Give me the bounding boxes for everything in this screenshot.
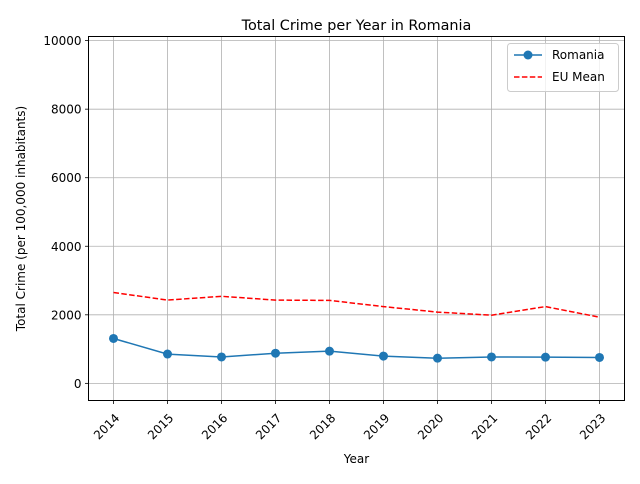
x-tick-label: 2014 (91, 411, 122, 442)
x-tick-label: 2021 (469, 411, 500, 442)
x-tick-label: 2015 (145, 411, 176, 442)
y-axis-label: Total Crime (per 100,000 inhabitants) (14, 106, 28, 332)
data-point-romania (433, 353, 442, 363)
data-point-romania (163, 349, 172, 359)
data-point-romania (487, 352, 496, 362)
y-tick-label: 8000 (51, 103, 82, 117)
data-point-romania (217, 352, 226, 362)
data-point-romania (325, 346, 334, 356)
y-tick-label: 0 (74, 377, 82, 391)
data-point-romania (109, 333, 118, 343)
x-tick-label: 2020 (415, 411, 446, 442)
legend-label-romania: Romania (552, 48, 604, 62)
x-tick-label: 2018 (307, 411, 338, 442)
grid-layer (88, 36, 625, 401)
data-point-romania (595, 352, 604, 362)
x-tick-label: 2023 (577, 411, 608, 442)
legend-marker-romania (523, 50, 533, 60)
x-tick-label: 2016 (199, 411, 230, 442)
x-axis-label: Year (343, 452, 369, 466)
y-tick-label: 10000 (43, 34, 81, 48)
y-tick-label: 2000 (51, 308, 82, 322)
series-layer (109, 291, 604, 363)
x-tick-label: 2019 (361, 411, 392, 442)
x-tick-label: 2017 (253, 411, 284, 442)
series-line-eu-mean (113, 291, 600, 318)
data-point-romania (541, 352, 550, 362)
tick-layer: 2014 2015 2016 2017 2018 2019 2020 2021 2022 2023… (43, 34, 608, 442)
series-line-romania (113, 337, 600, 359)
plot-frame (88, 36, 625, 401)
y-tick-label: 6000 (51, 171, 82, 185)
legend: Romania EU Mean (507, 43, 619, 92)
chart-title: Total Crime per Year in Romania (241, 18, 472, 34)
data-point-romania (271, 348, 280, 358)
data-point-romania (379, 351, 388, 361)
legend-label-eu-mean: EU Mean (552, 70, 605, 84)
y-tick-label: 4000 (51, 240, 82, 254)
x-tick-label: 2022 (523, 411, 554, 442)
